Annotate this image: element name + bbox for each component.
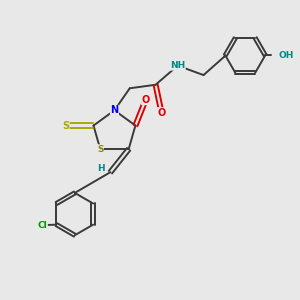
Text: S: S — [97, 145, 104, 154]
Text: OH: OH — [279, 51, 294, 60]
Text: S: S — [62, 121, 69, 130]
Text: O: O — [142, 95, 150, 105]
Text: O: O — [158, 108, 166, 118]
Text: NH: NH — [170, 61, 185, 70]
Text: H: H — [97, 164, 104, 173]
Text: Cl: Cl — [38, 221, 47, 230]
Text: N: N — [110, 105, 118, 115]
